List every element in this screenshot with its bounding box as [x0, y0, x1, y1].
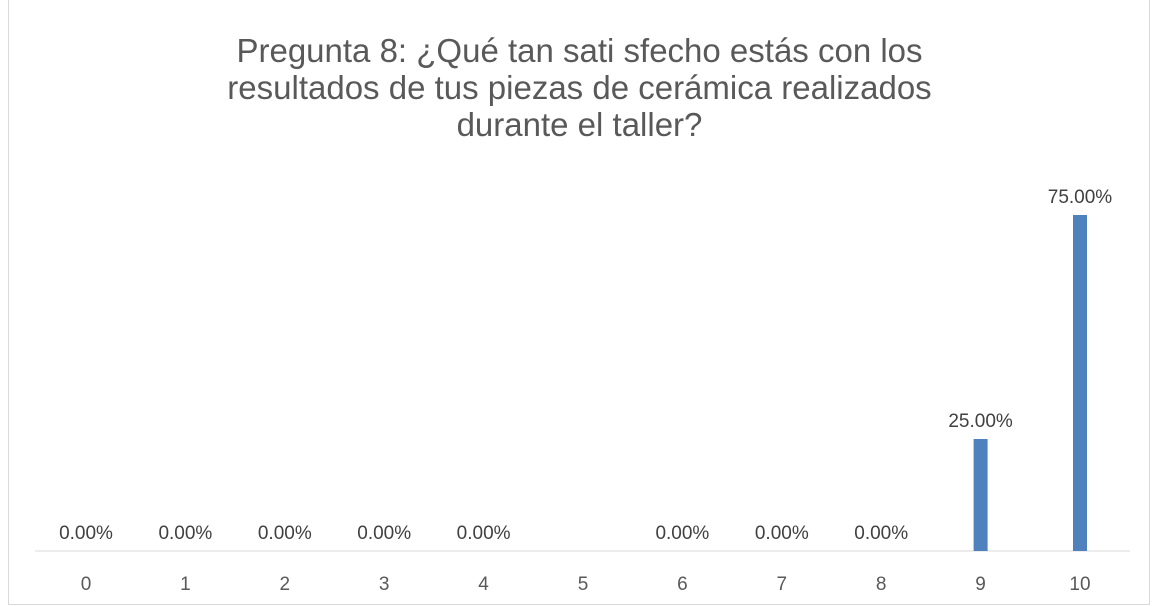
data-label-1: 0.00% — [158, 523, 212, 544]
x-tick-label-6: 6 — [677, 574, 688, 595]
x-tick-label-3: 3 — [379, 574, 390, 595]
x-tick-label-10: 10 — [1069, 574, 1090, 595]
data-label-0: 0.00% — [59, 523, 113, 544]
data-label-6: 0.00% — [655, 523, 709, 544]
data-label-4: 0.00% — [457, 523, 511, 544]
bar-9 — [973, 439, 988, 551]
bar-10 — [1073, 215, 1087, 551]
chart-title-line-2: resultados de tus piezas de cerámica rea… — [227, 69, 932, 106]
chart-title-line-3: durante el taller? — [456, 106, 703, 143]
data-label-10: 75.00% — [1048, 187, 1113, 208]
x-tick-label-0: 0 — [81, 574, 92, 595]
x-tick-label-9: 9 — [975, 574, 986, 595]
x-tick-label-8: 8 — [876, 574, 887, 595]
data-label-3: 0.00% — [357, 523, 411, 544]
chart-title-line-1: Pregunta 8: ¿Qué tan sati sfecho estás c… — [236, 32, 923, 69]
x-tick-label-7: 7 — [777, 574, 788, 595]
x-tick-label-4: 4 — [478, 574, 489, 595]
data-label-2: 0.00% — [258, 523, 312, 544]
x-tick-label-1: 1 — [180, 574, 191, 595]
chart-frame — [8, 0, 1150, 605]
x-tick-label-5: 5 — [578, 574, 589, 595]
data-label-8: 0.00% — [854, 523, 908, 544]
data-label-9: 25.00% — [948, 411, 1013, 432]
data-label-7: 0.00% — [755, 523, 809, 544]
chart-title: Pregunta 8: ¿Qué tan sati sfecho estás c… — [0, 32, 1159, 143]
x-tick-label-2: 2 — [280, 574, 291, 595]
